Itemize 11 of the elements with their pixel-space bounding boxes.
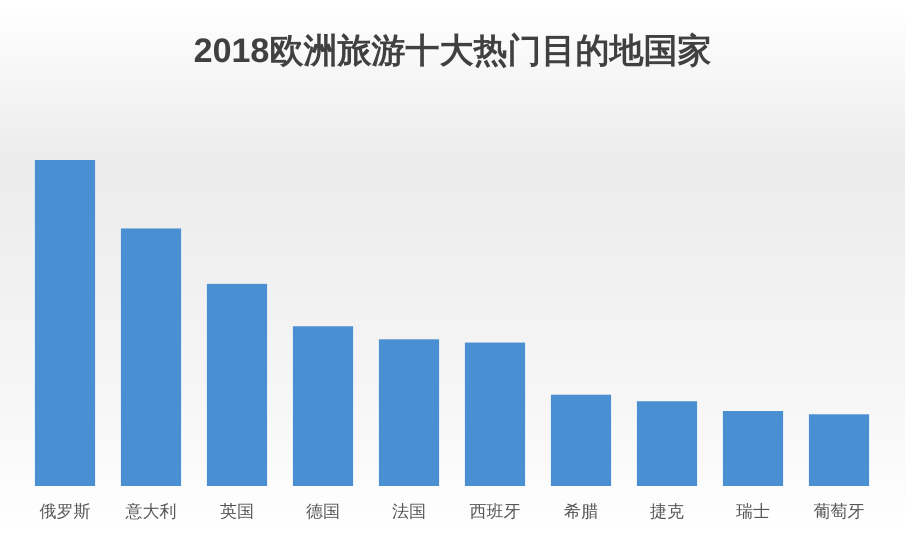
x-tick-label: 俄罗斯 <box>40 502 90 521</box>
x-tick-label: 英国 <box>220 502 254 521</box>
x-tick-label: 葡萄牙 <box>814 502 864 521</box>
x-tick-label: 捷克 <box>650 502 684 521</box>
chart-title: 2018欧洲旅游十大热门目的地国家 <box>194 32 712 70</box>
x-tick-label: 希腊 <box>564 502 598 521</box>
x-tick-label: 西班牙 <box>470 502 520 521</box>
x-tick-label: 瑞士 <box>736 502 770 521</box>
x-tick-label: 意大利 <box>124 502 176 521</box>
x-tick-label: 法国 <box>392 502 426 521</box>
x-tick-label: 德国 <box>306 502 340 521</box>
